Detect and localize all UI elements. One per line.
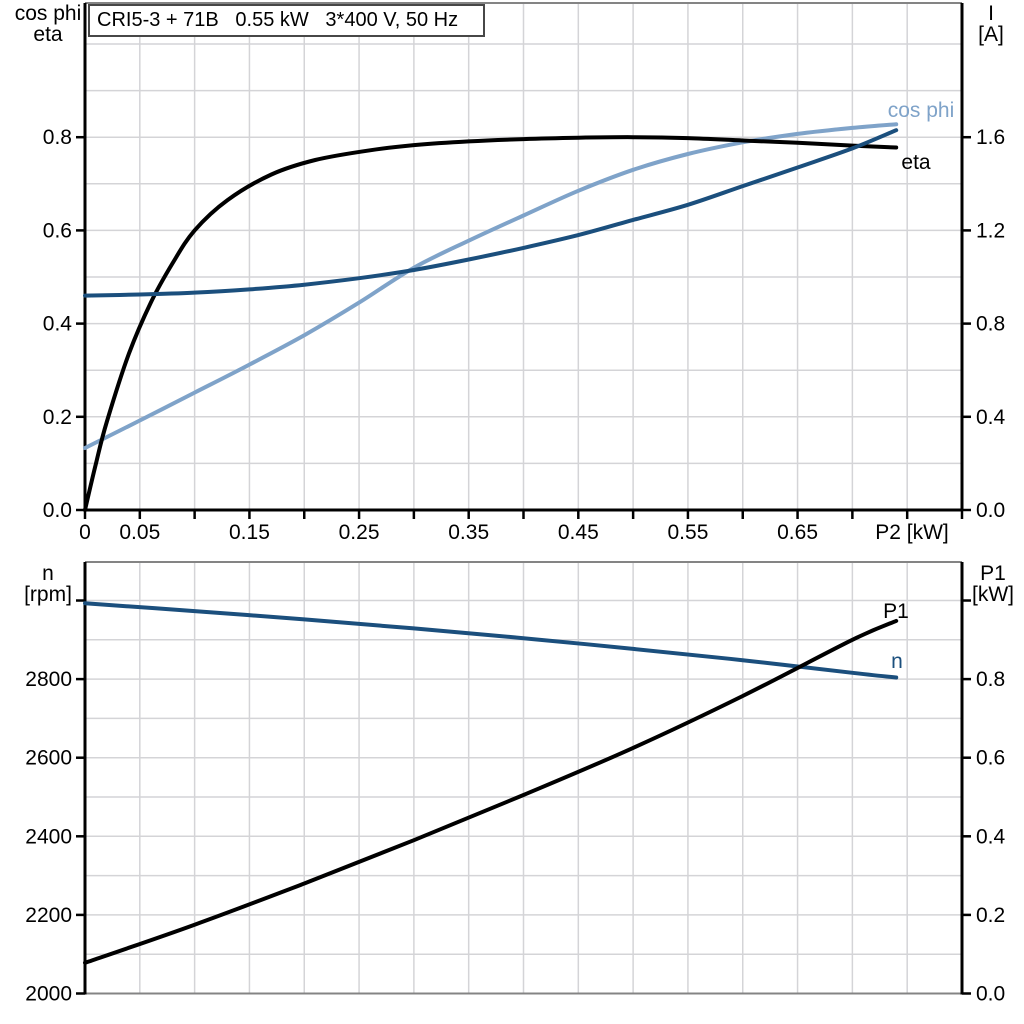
axis-title-p1: P1: [980, 562, 1006, 585]
curve-label-p1: P1: [883, 600, 909, 623]
x-tick-label: 0: [79, 521, 91, 544]
axis-title-current: I: [988, 2, 994, 25]
right-tick-label: 1.6: [976, 126, 1005, 149]
curve-label-n: n: [891, 650, 903, 673]
axis-title-eta: eta: [33, 23, 63, 46]
axis-title-speed: n: [42, 562, 54, 585]
curve-eta: [83, 135, 899, 512]
x-tick-label: 0.05: [119, 521, 160, 544]
x-tick-label: 0.65: [777, 521, 818, 544]
left-tick-label: 0.8: [43, 126, 72, 149]
x-tick-label: 0.45: [558, 521, 599, 544]
curve-label-cos-phi: cos phi: [887, 99, 955, 122]
left-tick-label: 2800: [25, 668, 72, 691]
left-tick-label: 0.0: [43, 499, 72, 522]
left-tick-label: 2400: [25, 825, 72, 848]
left-axis-title-top-chart: cos phi eta: [6, 3, 90, 45]
x-tick-label: 0.25: [339, 521, 380, 544]
chart-title: CRI5-3 + 71B 0.55 kW 3*400 V, 50 Hz: [97, 9, 459, 31]
left-tick-label: 2200: [25, 904, 72, 927]
left-axis-title-bottom-chart: n [rpm]: [6, 563, 90, 605]
right-tick-label: 1.2: [976, 219, 1005, 242]
curve-cos_phi: [83, 122, 899, 450]
left-tick-label: 2000: [25, 983, 72, 1006]
left-tick-label: 0.2: [43, 406, 72, 429]
right-tick-label: 0.8: [976, 668, 1005, 691]
left-tick-label: 0.4: [43, 313, 73, 336]
axis-title-current-unit: [A]: [978, 23, 1004, 46]
left-tick-label: 0.6: [43, 219, 72, 242]
right-tick-label: 0.4: [976, 406, 1006, 429]
right-tick-label: 0.4: [976, 825, 1006, 848]
right-tick-label: 0.8: [976, 313, 1005, 336]
x-axis-title: P2 [kW]: [875, 521, 949, 544]
chart-title-box: CRI5-3 + 71B 0.55 kW 3*400 V, 50 Hz: [88, 4, 485, 37]
right-tick-label: 0.6: [976, 747, 1005, 770]
axis-title-speed-unit: [rpm]: [24, 583, 72, 606]
right-axis-title-bottom-chart: P1 [kW]: [963, 563, 1023, 605]
curve-P1: [83, 618, 899, 965]
right-tick-label: 0.0: [976, 499, 1005, 522]
left-tick-label: 2600: [25, 747, 72, 770]
right-axis-title-top-chart: I [A]: [959, 3, 1023, 45]
axis-title-p1-unit: [kW]: [972, 583, 1014, 606]
axis-title-cos-phi: cos phi: [14, 2, 82, 25]
right-tick-label: 0.0: [976, 983, 1005, 1006]
x-tick-label: 0.55: [668, 521, 709, 544]
curve-I: [83, 128, 899, 298]
x-tick-label: 0.35: [448, 521, 489, 544]
curve-label-eta: eta: [901, 151, 931, 174]
right-tick-label: 0.2: [976, 904, 1005, 927]
x-tick-label: 0.15: [229, 521, 270, 544]
